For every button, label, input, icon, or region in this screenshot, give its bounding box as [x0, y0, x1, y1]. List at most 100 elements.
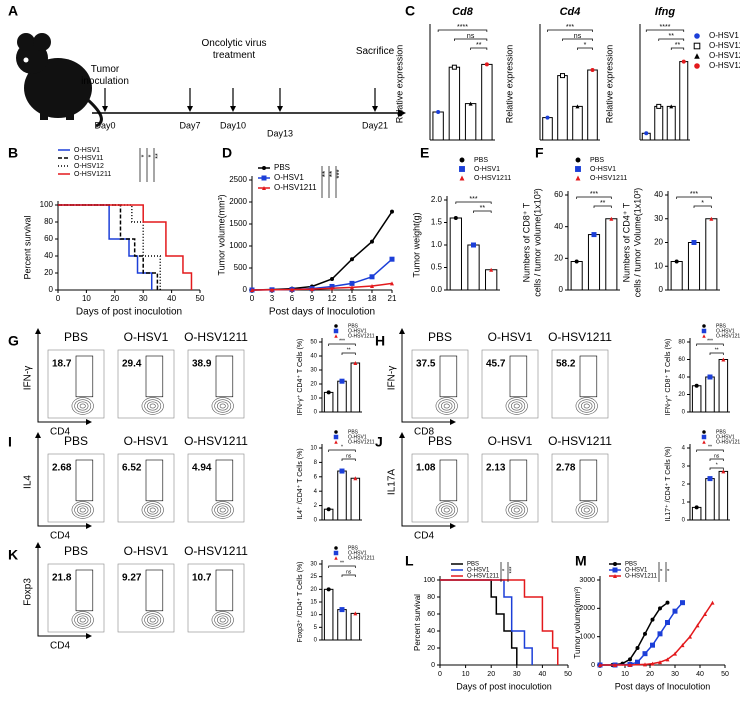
series-line [600, 602, 668, 666]
series-line [440, 579, 559, 665]
y-tick-label: 0 [49, 285, 54, 294]
flow-contour [141, 501, 164, 519]
flow-group-label: O-HSV1211 [184, 434, 248, 448]
flow-axis-arrow [35, 432, 41, 438]
significance-label: **** [660, 24, 671, 31]
flow-contour [583, 507, 590, 513]
bar [687, 242, 701, 291]
flow-group-label: PBS [64, 544, 88, 558]
flow-gate [215, 459, 234, 502]
y-tick-label: 30 [310, 368, 317, 374]
significance-label: ** [347, 347, 351, 353]
flow-percent: 18.7 [52, 359, 72, 370]
marker [680, 643, 685, 648]
legend-label: O-HSV1 [709, 31, 739, 40]
significance-bracket [341, 352, 356, 355]
significance-label: *** [566, 24, 574, 31]
marker [350, 285, 354, 290]
flow-group-label: O-HSV1 [488, 330, 533, 344]
significance-label: * [148, 154, 155, 157]
marker [369, 274, 375, 280]
bar [449, 217, 462, 291]
flow-contour [219, 403, 226, 409]
marker [353, 611, 358, 616]
x-tick-label: 6 [290, 294, 295, 303]
flow-x-label: CD4 [414, 531, 434, 542]
flow-axis-arrow [450, 523, 456, 529]
y-tick-label: 60 [427, 611, 435, 618]
significance-label: ** [340, 560, 344, 566]
series-line [600, 602, 714, 666]
legend-label: O-HSV1211 [74, 171, 111, 178]
significance-label: ns [574, 33, 582, 40]
x-tick-label: 18 [368, 294, 377, 303]
flow-gate [215, 569, 234, 612]
y-tick-label: 3000 [579, 577, 595, 584]
marker [702, 440, 706, 444]
marker [721, 357, 726, 362]
marker [390, 209, 394, 214]
timeline-day: Day13 [267, 128, 293, 138]
marker [669, 104, 674, 109]
significance-label: ns [467, 33, 475, 40]
legend-label: O-HSV1211 [274, 183, 317, 192]
flow-contour [144, 613, 162, 627]
significance-bracket [593, 205, 612, 208]
flow-contour [217, 505, 229, 515]
marker [575, 166, 581, 172]
legend-label: PBS [474, 157, 488, 164]
significance-bracket [328, 565, 356, 568]
legend-label: O-HSV1 [348, 550, 367, 556]
legend-label: PBS [348, 323, 359, 329]
panel-letter: C [405, 3, 415, 19]
flow-group-label: O-HSV1211 [548, 330, 612, 344]
mouse-icon [16, 33, 103, 128]
flow-y-label: IL17A [387, 469, 398, 495]
flow-percent: 10.7 [192, 573, 212, 584]
flow-contour [219, 507, 226, 513]
y-tick-label: 1500 [229, 219, 247, 228]
flow-contour [438, 503, 456, 517]
legend-label: O-HSV1211 [709, 61, 740, 70]
legend-label: O-HSV1211 [716, 439, 740, 445]
bar [542, 117, 553, 141]
marker [468, 101, 473, 106]
x-axis-label: Days of post inoculotion [76, 307, 182, 318]
bar [587, 234, 601, 291]
marker [353, 361, 358, 365]
bar [654, 105, 664, 141]
x-axis-label: Post days of Inoculotion [269, 307, 375, 318]
y-axis-label: cells / tumor Volume(1x10³) [632, 188, 642, 298]
bar [570, 261, 583, 291]
series-line [440, 579, 518, 665]
legend-label: O-HSV1 [590, 166, 616, 173]
flow-gate [439, 459, 458, 502]
marker [598, 663, 602, 667]
flow-percent: 4.94 [192, 463, 212, 474]
flow-contour [79, 507, 86, 513]
flow-contour [443, 403, 450, 409]
marker [702, 334, 706, 338]
marker [672, 608, 678, 614]
marker [693, 42, 701, 50]
marker [656, 103, 662, 109]
panel-letter: D [222, 145, 232, 161]
flow-percent: 2.78 [556, 463, 576, 474]
flow-contour [79, 617, 86, 623]
legend-label: PBS [716, 429, 727, 435]
timeline-event: Sacrifice [355, 46, 395, 57]
y-axis-label: Numbers of CD4⁺ T [621, 202, 631, 282]
flow-contour [441, 505, 453, 515]
significance-bracket [693, 205, 712, 208]
significance-label: *** [707, 338, 713, 344]
bar [587, 69, 598, 141]
panel-letter: J [375, 434, 383, 450]
x-tick-label: 0 [56, 294, 61, 303]
marker [665, 600, 670, 605]
y-axis-label: Relative expression [504, 45, 514, 124]
y-tick-label: 0 [559, 285, 564, 294]
flow-contour [77, 505, 89, 515]
x-axis-label: Post days of Inoculotion [615, 681, 711, 691]
legend-label: O-HSV12 [74, 163, 104, 170]
